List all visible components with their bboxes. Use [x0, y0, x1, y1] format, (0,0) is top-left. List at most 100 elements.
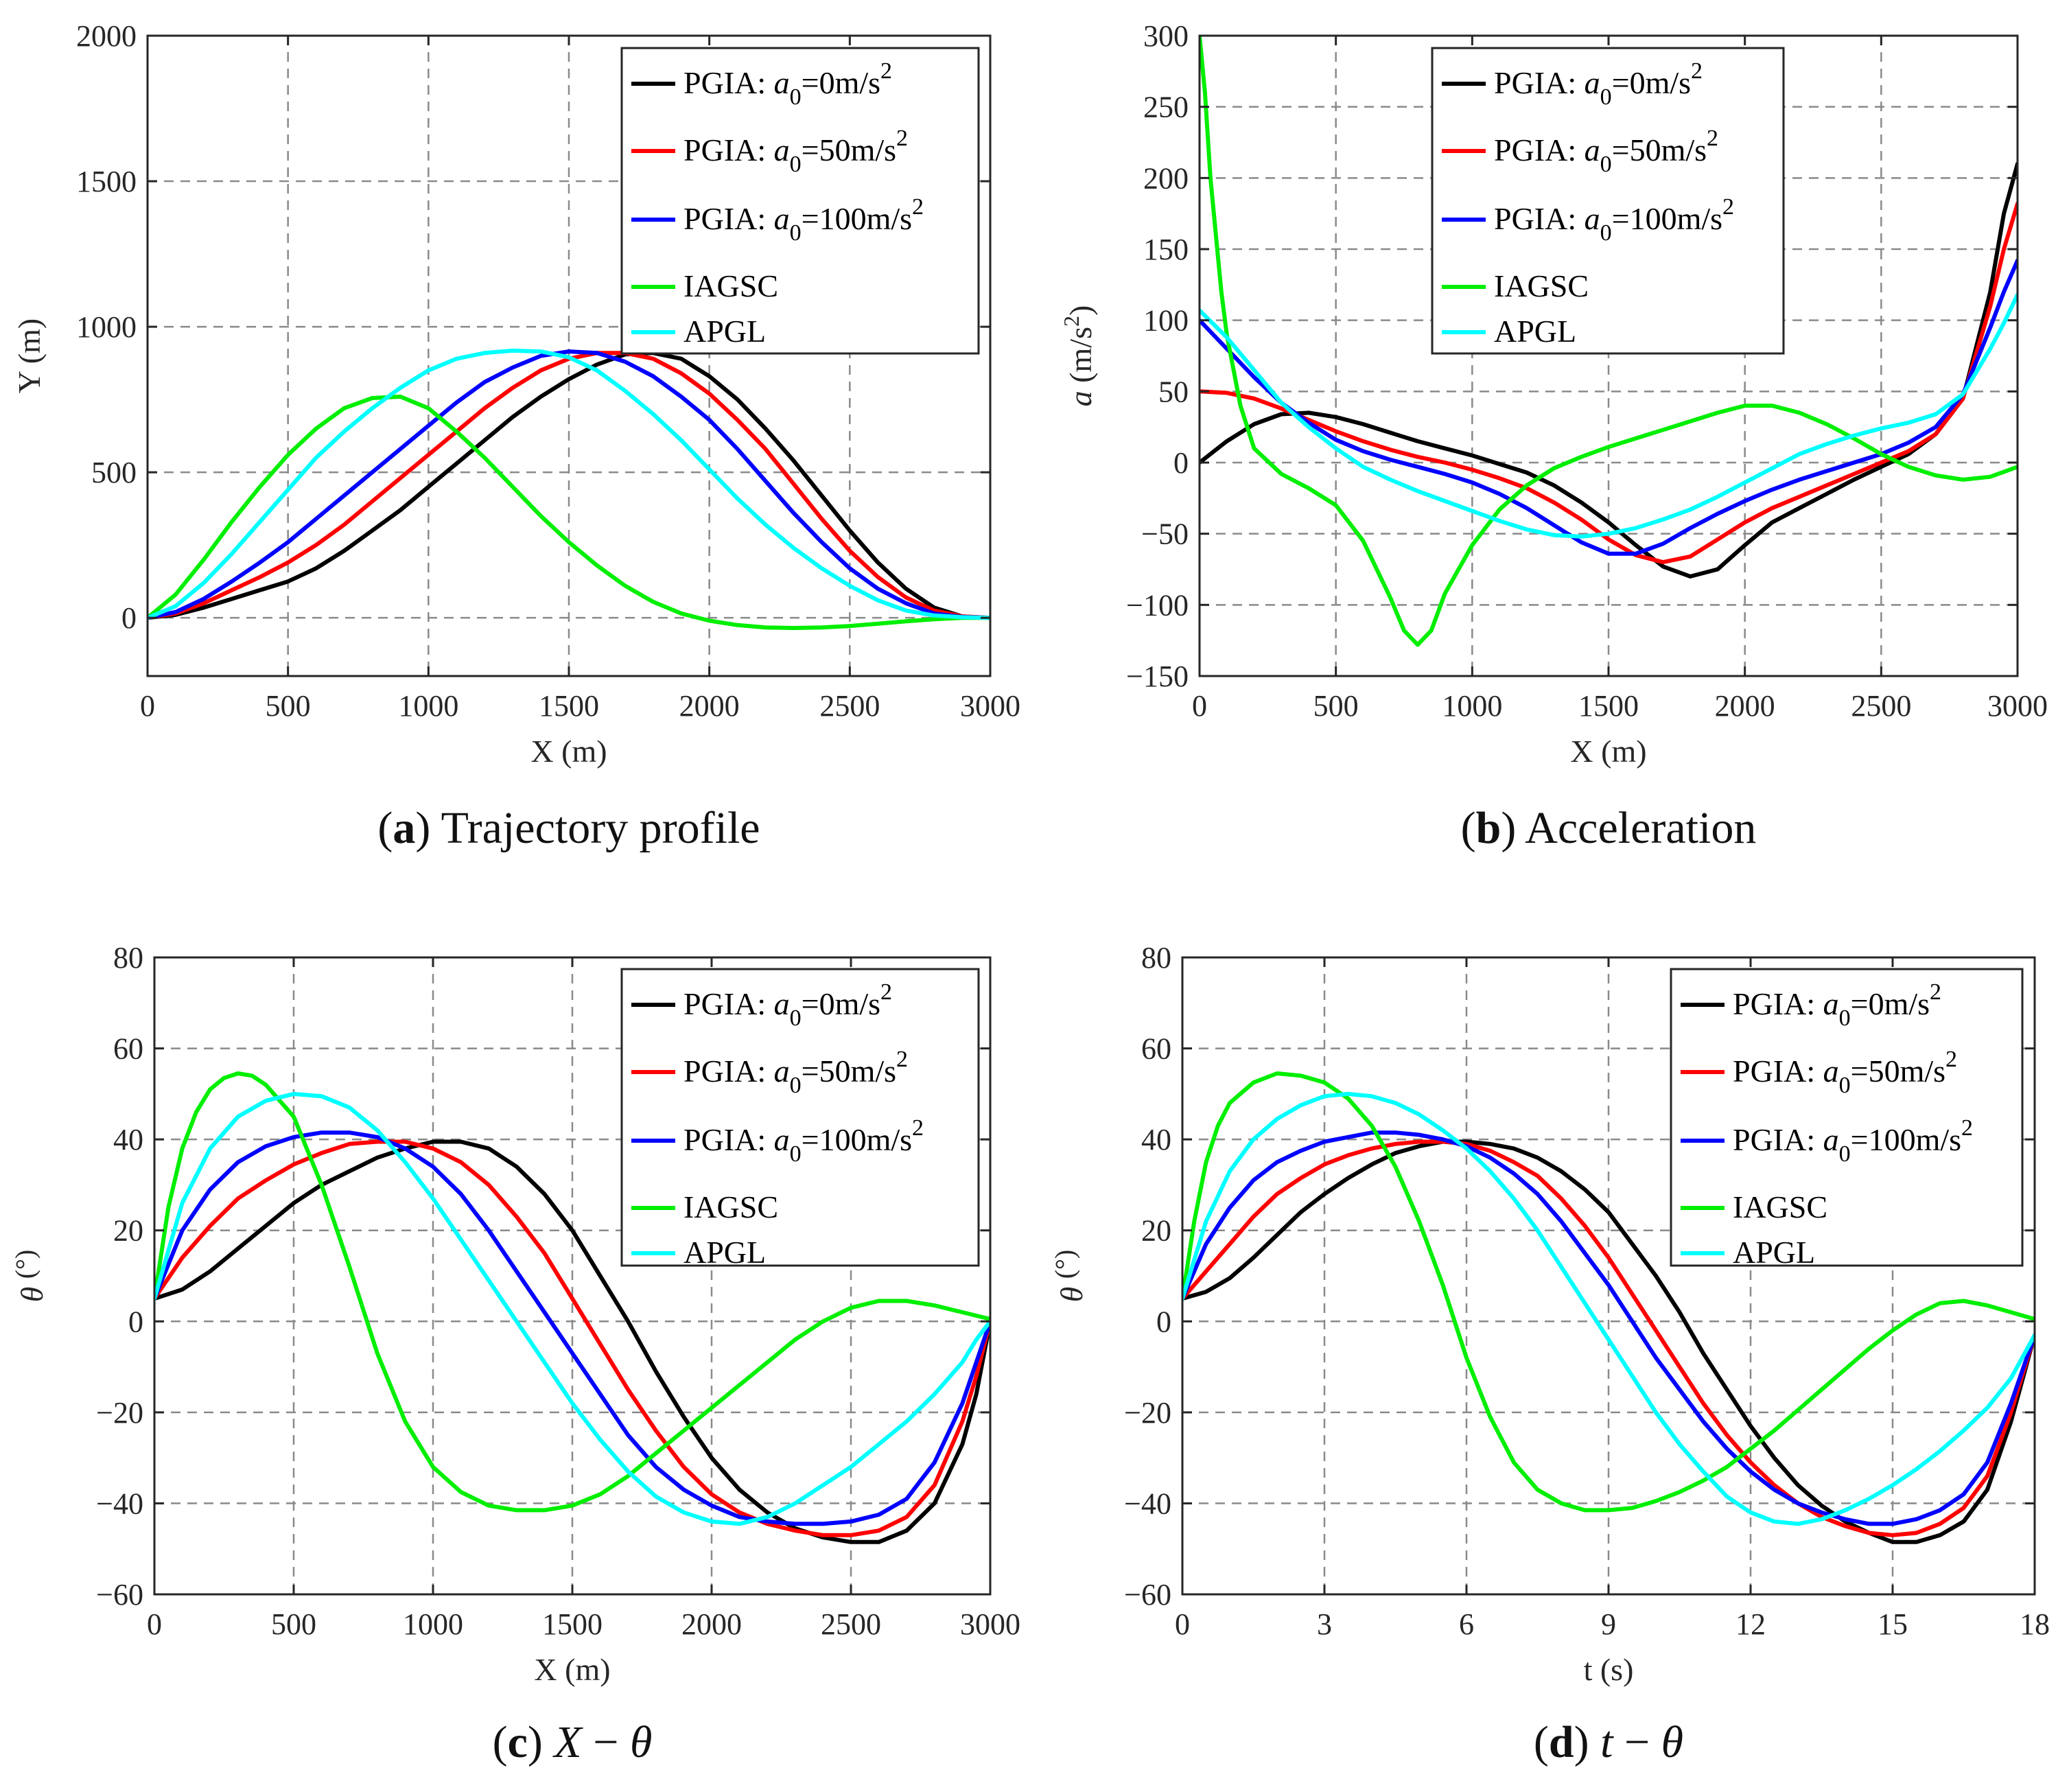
x-tick-label: 500: [1313, 689, 1359, 723]
y-axis-label-space: [14, 1279, 49, 1287]
y-tick-label: 50: [1158, 375, 1189, 408]
legend-label-prefix: PGIA:: [683, 132, 774, 167]
legend-label-prefix: PGIA:: [683, 1054, 774, 1089]
caption-theta: θ: [630, 1717, 652, 1767]
y-tick-label: 150: [1143, 233, 1189, 266]
legend-label-sub: 0: [790, 1073, 802, 1098]
legend-label-symbol: a: [774, 132, 790, 167]
panel-b: 0 500 1000 1500 2000 2500 3000−150−100−5005010…: [1059, 19, 2048, 853]
x-tick-label: 500: [266, 689, 311, 723]
legend-label-value: =100m/s: [802, 1122, 912, 1157]
series-line-APGL: [1182, 1091, 2035, 1526]
legend-label-prefix: IAGSC: [683, 268, 778, 303]
y-tick-label: −60: [1124, 1578, 1171, 1611]
y-tick-label: 0: [1173, 446, 1189, 480]
legend-label-prefix: PGIA:: [683, 1122, 774, 1157]
legend-box: [1431, 47, 1785, 355]
legend-label-sub: 0: [1600, 84, 1612, 110]
legend-label-APGL: APGL: [1494, 314, 1576, 349]
series-line-PGIA50: [1200, 201, 2018, 565]
legend-label-prefix: PGIA:: [1733, 1122, 1823, 1157]
y-tick-label: 20: [1141, 1214, 1171, 1248]
series-line-IAGSC: [154, 1071, 990, 1513]
y-axis-label-degree: (°): [1049, 1250, 1080, 1279]
legend-label-sub: 0: [790, 152, 802, 177]
legend-label-prefix: PGIA:: [683, 201, 774, 236]
x-axis-label: X (m): [534, 1652, 610, 1687]
y-tick-label: 40: [1141, 1123, 1171, 1156]
x-tick-label: 500: [271, 1607, 316, 1641]
legend-label-sup: 2: [1707, 126, 1718, 151]
y-tick-label: −50: [1141, 517, 1189, 551]
legend-label-prefix: APGL: [1733, 1235, 1815, 1270]
x-tick-label: 2000: [1715, 689, 1775, 723]
y-axis-label: a (m/s2): [1059, 305, 1098, 407]
legend-label-prefix: PGIA:: [1494, 65, 1585, 100]
legend-label-value: =50m/s: [802, 132, 896, 167]
legend-label-prefix: APGL: [1494, 314, 1576, 349]
legend-label-symbol: a: [774, 65, 790, 100]
legend-label-prefix: PGIA:: [1733, 1054, 1823, 1089]
series-line-APGL: [154, 1091, 990, 1526]
legend-label-PGIA0: PGIA: a0=0m/s2: [1733, 979, 1941, 1031]
legend-label-prefix: PGIA:: [683, 986, 774, 1021]
caption-letter: d: [1549, 1717, 1574, 1767]
legend-label-symbol: a: [1585, 132, 1600, 167]
legend-label-sub: 0: [1839, 1073, 1851, 1098]
legend-box: [620, 47, 980, 355]
legend-label-IAGSC: IAGSC: [683, 268, 778, 303]
legend-label-value: =100m/s: [1851, 1122, 1961, 1157]
legend-label-prefix: PGIA:: [1494, 132, 1585, 167]
y-axis-label-space: [1054, 1279, 1089, 1287]
legend-label-IAGSC: IAGSC: [683, 1189, 778, 1224]
legend-label-symbol: a: [774, 1054, 790, 1089]
y-tick-label: −40: [96, 1487, 143, 1520]
x-tick-label: 1000: [1442, 689, 1502, 723]
legend-label-value: =100m/s: [802, 201, 912, 236]
caption-open: (: [1534, 1717, 1549, 1767]
legend-label-sup: 2: [1945, 1047, 1957, 1072]
series-line-PGIA50: [154, 1139, 990, 1537]
legend-label-APGL: APGL: [683, 1235, 766, 1270]
legend-label-value: =0m/s: [802, 986, 880, 1021]
legend-label-sub: 0: [790, 84, 802, 110]
series-group-d: [1182, 1071, 2035, 1544]
legend-label-sup: 2: [880, 979, 892, 1005]
y-axis-label-unit: (m/s: [1063, 327, 1098, 391]
legend-label-sup: 2: [896, 126, 908, 151]
caption-letter: b: [1476, 803, 1501, 853]
x-tick-label: 1000: [398, 689, 458, 723]
legend-label-value: =50m/s: [1612, 132, 1707, 167]
x-tick-label: 1500: [542, 1607, 603, 1641]
legend-label-PGIA100: PGIA: a0=100m/s2: [1494, 194, 1734, 246]
y-tick-label: 60: [1141, 1032, 1171, 1066]
x-tick-label: 2000: [679, 689, 740, 723]
x-axis-label: X (m): [530, 734, 607, 769]
legend-label-prefix: PGIA:: [683, 65, 774, 100]
legend-label-prefix: IAGSC: [683, 1189, 778, 1224]
legend-label-sub: 0: [1600, 220, 1612, 246]
legend-label-value: =50m/s: [802, 1054, 896, 1089]
caption-open: (: [1461, 803, 1476, 853]
legend-label-PGIA50: PGIA: a0=50m/s2: [1733, 1047, 1957, 1098]
caption-letter: a: [393, 803, 415, 853]
y-axis-label-sup: 2: [1059, 316, 1084, 327]
legend-label-symbol: a: [1585, 65, 1600, 100]
legend-label-prefix: APGL: [683, 1235, 766, 1270]
y-axis-label: θ (°): [1049, 1250, 1089, 1303]
legend-label-PGIA0: PGIA: a0=0m/s2: [1494, 58, 1703, 110]
legend-label-value: =0m/s: [1851, 986, 1930, 1021]
legend-label-sup: 2: [896, 1047, 908, 1072]
series-line-PGIA100: [148, 349, 990, 620]
series-group-a: [148, 348, 990, 630]
y-tick-label: −40: [1124, 1487, 1171, 1520]
legend-label-symbol: a: [1823, 1054, 1839, 1089]
series-line-IAGSC: [1182, 1071, 2035, 1513]
y-tick-label: −20: [96, 1396, 143, 1430]
y-tick-label: 250: [1143, 91, 1189, 124]
y-axis-label-degree: (°): [10, 1250, 40, 1279]
y-tick-label: 0: [121, 601, 137, 635]
